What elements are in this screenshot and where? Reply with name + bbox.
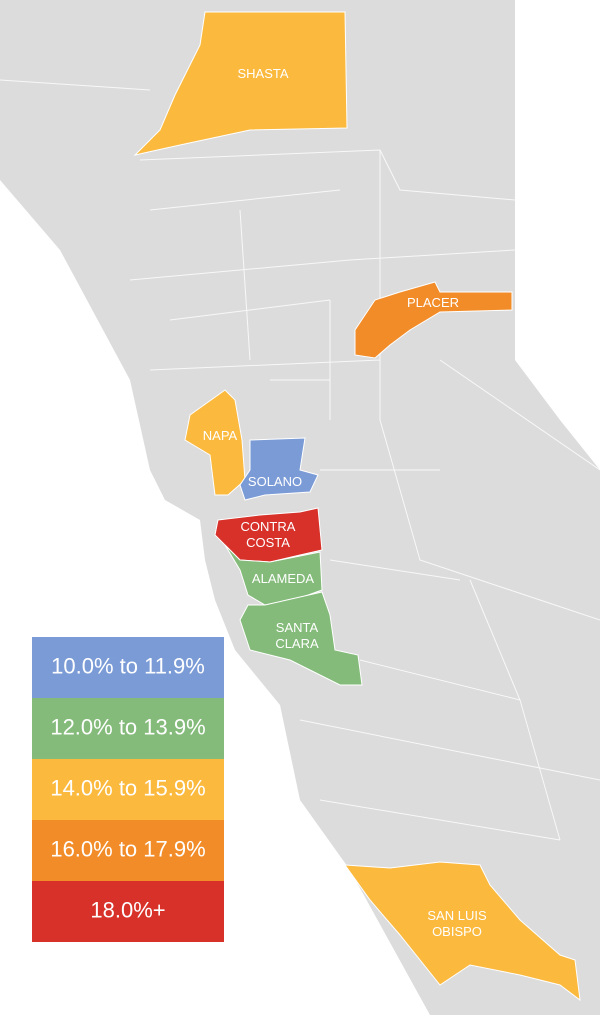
- county-label: SOLANO: [248, 474, 302, 489]
- legend-swatch: [32, 637, 224, 698]
- county: [184, 389, 246, 496]
- county-label: NAPA: [203, 428, 238, 443]
- county: [343, 861, 581, 1002]
- county: [239, 591, 363, 686]
- county: [133, 11, 348, 156]
- legend-swatch: [32, 881, 224, 942]
- legend-swatch: [32, 820, 224, 881]
- legend-label: 12.0% to 13.9%: [50, 714, 205, 739]
- county-label: SHASTA: [237, 66, 288, 81]
- legend: 10.0% to 11.9% 12.0% to 13.9% 14.0% to 15.…: [32, 637, 224, 942]
- county: [354, 281, 513, 359]
- legend-label: 16.0% to 17.9%: [50, 836, 205, 861]
- county-label: ALAMEDA: [252, 571, 314, 586]
- county-label: SAN LUIS: [427, 908, 487, 923]
- county-label: OBISPO: [432, 924, 482, 939]
- county: [239, 437, 319, 501]
- county-label: CONTRA: [241, 519, 296, 534]
- county-label: PLACER: [407, 295, 459, 310]
- legend-swatch: [32, 698, 224, 759]
- county: [214, 507, 323, 563]
- legend-swatch: [32, 759, 224, 820]
- legend-label: 18.0%+: [90, 897, 165, 922]
- legend-label: 14.0% to 15.9%: [50, 775, 205, 800]
- county-label: CLARA: [275, 636, 319, 651]
- county-label: SANTA: [276, 620, 319, 635]
- legend-label: 10.0% to 11.9%: [51, 653, 205, 678]
- counties: [133, 11, 581, 1002]
- county-borders: [0, 79, 600, 841]
- county-label: COSTA: [246, 535, 290, 550]
